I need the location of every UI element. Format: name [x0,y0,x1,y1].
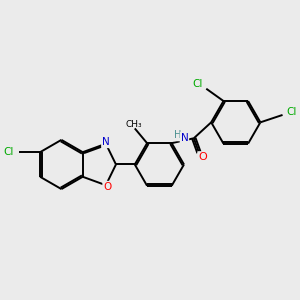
Text: Cl: Cl [192,80,203,89]
Text: Cl: Cl [4,147,14,157]
Text: Cl: Cl [286,107,297,117]
Text: O: O [103,182,111,192]
Text: N: N [181,133,188,143]
Text: O: O [198,152,207,162]
Text: N: N [102,137,110,147]
Text: CH₃: CH₃ [125,120,142,129]
Text: H: H [174,130,181,140]
